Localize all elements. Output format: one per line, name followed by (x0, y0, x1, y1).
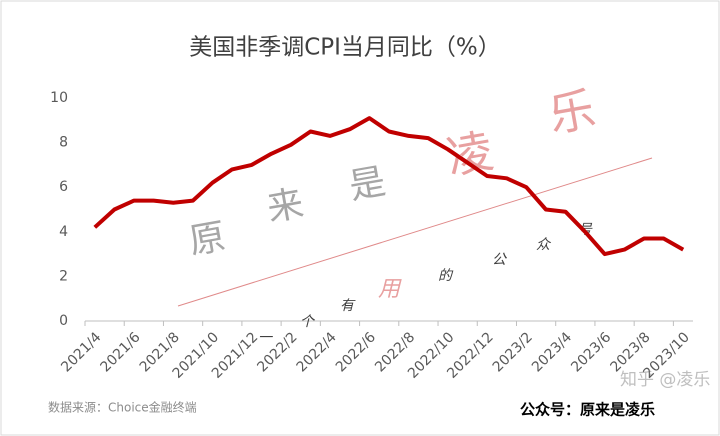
watermark-small: 的 (438, 268, 454, 284)
watermark-small: 有 (340, 298, 356, 314)
y-tick-label: 2 (59, 268, 68, 284)
y-tick-label: 10 (50, 90, 68, 106)
watermark-small: 公 (492, 252, 508, 268)
watermark: 来 (264, 183, 307, 230)
y-tick-label: 0 (59, 313, 68, 329)
account: 公众号：原来是凌乐 (520, 401, 655, 419)
watermark: 原 (186, 216, 229, 263)
source: 数据来源：Choice金融终端 (48, 400, 197, 415)
watermark: 乐 (545, 81, 600, 142)
series-line (93, 116, 685, 257)
y-tick-label: 8 (59, 135, 68, 151)
chart-title: 美国非季调CPI当月同比（%） (189, 35, 501, 61)
y-tick-label: 4 (59, 224, 68, 240)
decor-line (177, 157, 653, 307)
watermark-small: 众 (536, 237, 552, 253)
y-tick-label: 6 (59, 179, 68, 195)
watermark: 是 (346, 161, 389, 208)
watermark-small: 用 (378, 277, 402, 302)
zhihu: 知乎 @凌乐 (620, 370, 710, 390)
watermark-small: 个 (300, 314, 316, 330)
watermark-small: 一 (258, 330, 273, 346)
